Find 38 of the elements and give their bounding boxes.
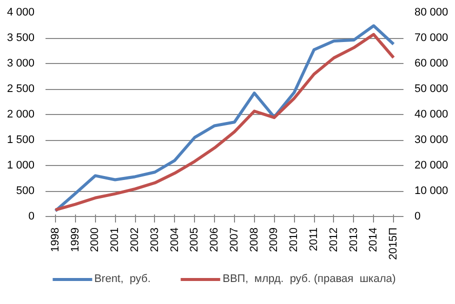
y2-tick-label: 40 000	[414, 108, 448, 120]
x-tick-label: 2000	[89, 227, 102, 252]
x-tick-label: 2014	[368, 227, 380, 252]
y2-tick-label: 70 000	[414, 32, 448, 44]
x-tick-label: 2008	[248, 227, 260, 252]
y-tick-label: 3 000	[6, 58, 35, 70]
x-tick-label: 2005	[188, 227, 201, 252]
y-tick-label: 2 500	[6, 83, 35, 95]
y-tick-label: 1 500	[6, 134, 35, 146]
x-tick-label: 1999	[69, 227, 82, 252]
x-tick-label: 2009	[268, 227, 280, 252]
y-tick-label: 2 000	[6, 108, 35, 120]
y-tick-label: 500	[16, 185, 35, 197]
y-tick-label: 3 500	[6, 32, 35, 44]
y2-tick-label: 50 000	[414, 83, 448, 95]
y-tick-label: 0	[28, 210, 35, 222]
y2-tick-label: 0	[414, 210, 421, 222]
x-tick-label: 2010	[288, 227, 300, 252]
y2-tick-label: 80 000	[414, 6, 448, 18]
y-tick-label: 4 000	[6, 6, 35, 18]
x-tick-label: 2012	[328, 227, 340, 252]
y2-tick-label: 10 000	[414, 185, 448, 197]
x-tick-label: 2004	[168, 227, 181, 252]
x-tick-label: 2003	[148, 227, 161, 252]
x-tick-label: 2013	[348, 227, 360, 252]
x-tick-label: 2007	[228, 227, 240, 252]
x-tick-label: 2001	[109, 227, 122, 252]
y2-tick-label: 30 000	[414, 134, 448, 146]
x-tick-label: 1998	[49, 227, 62, 252]
legend-label: Brent, руб.	[94, 273, 151, 285]
y2-tick-label: 60 000	[414, 58, 448, 70]
x-tick-label: 2015П	[388, 227, 400, 260]
x-tick-label: 2002	[129, 227, 141, 252]
x-tick-label: 2006	[208, 227, 221, 252]
x-tick-label: 2011	[308, 228, 320, 252]
y-tick-label: 1 000	[6, 160, 35, 172]
y2-tick-label: 20 000	[414, 160, 448, 172]
legend-label: ВВП, млрд. руб. (правая шкала)	[222, 273, 396, 285]
